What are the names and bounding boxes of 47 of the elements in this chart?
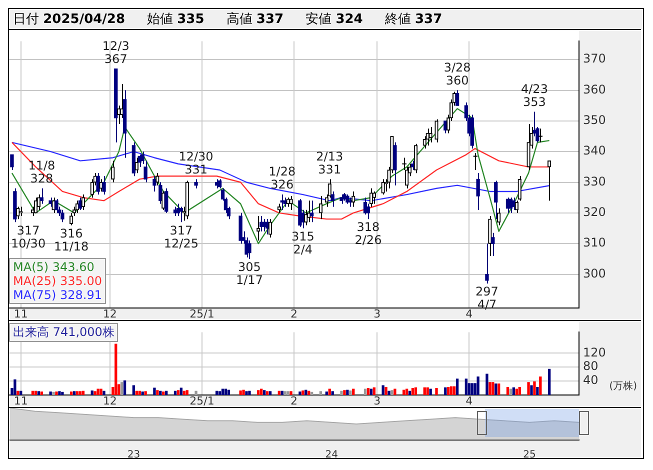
y-tick-label: 370 [583, 52, 606, 66]
x-tick-label: 11 [14, 394, 28, 408]
annotation: 317 12/25 [164, 223, 198, 250]
x-tick-label: 3 [374, 307, 381, 320]
text: 始値 335 [147, 12, 204, 27]
annotation: 1/28 326 [268, 164, 296, 192]
annotation: 305 1/17 [236, 260, 263, 288]
x-tick-label: 12 [102, 394, 117, 408]
x-tick-label: 23 [127, 450, 140, 461]
x-tick-label: 25 [523, 450, 536, 461]
text: MA(75) 328.91 [13, 288, 102, 302]
y-tick-label: 340 [583, 144, 606, 158]
x-tick-label: 25/1 [190, 307, 214, 320]
annotation: 12/3 367 [102, 38, 130, 66]
y-tick-label: 80 [583, 359, 598, 374]
text: 終値 337 [384, 12, 442, 27]
annotation: 316 11/18 [54, 226, 89, 254]
text: 日付 2025/04/28 [13, 12, 125, 27]
y-tick-label: 330 [583, 174, 606, 188]
y-tick-label: 310 [583, 236, 606, 250]
annotation: 4/23 353 [520, 82, 548, 109]
text: MA(25) 335.00 [13, 274, 102, 288]
x-tick-label: 24 [325, 450, 338, 461]
x-tick-label: 4 [466, 307, 473, 320]
y-axis-title: (万株) [609, 380, 637, 393]
y-tick-label: 40 [583, 373, 598, 388]
x-tick-label: 11 [14, 307, 28, 320]
y-tick-label: 120 [583, 345, 606, 360]
annotation: 317 10/30 [10, 223, 46, 250]
x-tick-label: 2 [290, 307, 298, 320]
x-tick-label: 2 [290, 394, 298, 408]
y-tick-label: 300 [583, 266, 606, 280]
annotation: 318 2/26 [354, 220, 382, 248]
x-tick-label: 25/1 [190, 394, 214, 408]
x-tick-label: 4 [466, 394, 473, 408]
text: MA(5) 343.60 [13, 260, 96, 274]
y-tick-label: 350 [583, 113, 606, 128]
annotation: 315 2/4 [291, 229, 314, 256]
y-tick-label: 360 [583, 82, 606, 96]
x-tick-label: 12 [102, 307, 117, 320]
y-tick-label: 320 [583, 205, 606, 220]
text: 安値 324 [306, 12, 363, 27]
chart-title: 出来高 741,000株 [9, 323, 118, 342]
annotation: 2/13 331 [316, 149, 344, 176]
x-tick-label: 3 [374, 394, 381, 408]
annotation: 3/28 360 [444, 60, 471, 88]
text: 高値 337 [226, 12, 284, 27]
